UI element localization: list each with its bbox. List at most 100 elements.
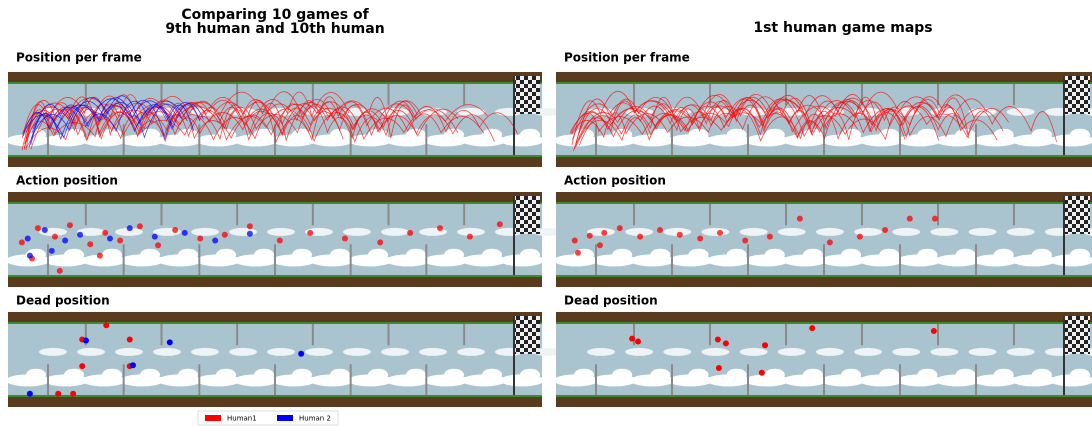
grass (556, 202, 1092, 204)
position-dot (635, 338, 641, 344)
finish-flag (1064, 76, 1090, 114)
cloud (229, 228, 257, 236)
cloud (406, 369, 426, 381)
position-dot (827, 239, 833, 245)
position-dot (42, 227, 48, 233)
legend-swatch (205, 415, 221, 421)
position-dot (377, 239, 383, 245)
cloud (701, 228, 729, 236)
position-dot (172, 227, 178, 233)
cloud (727, 369, 747, 381)
position-dot (437, 225, 443, 231)
position-dot (587, 233, 593, 239)
legend-label: Human1 (227, 415, 257, 423)
position-dot (882, 227, 888, 233)
cloud (1032, 369, 1052, 381)
cloud (1070, 129, 1090, 141)
cloud (520, 369, 540, 381)
position-dot (767, 234, 773, 240)
cloud (444, 129, 464, 141)
position-dot (617, 225, 623, 231)
cloud (140, 249, 160, 261)
position-dot (932, 216, 938, 222)
position-dot (83, 338, 89, 344)
cloud (892, 348, 920, 356)
cloud (650, 249, 670, 261)
cloud (64, 249, 84, 261)
cloud (1032, 129, 1052, 141)
game-map (554, 192, 1092, 287)
position-dot (467, 234, 473, 240)
cloud (482, 249, 502, 261)
cloud (740, 228, 768, 236)
figure: Comparing 10 games of9th human and 10th … (0, 0, 1092, 426)
panel-label: Position per frame (16, 51, 142, 65)
game-map (6, 192, 561, 287)
finish-flag (514, 316, 540, 354)
cloud (520, 249, 540, 261)
cloud (178, 249, 198, 261)
position-dot (152, 234, 158, 240)
position-dot (677, 232, 683, 238)
cloud (229, 348, 257, 356)
position-dot (27, 391, 33, 397)
position-dot (57, 268, 63, 274)
cloud (216, 249, 236, 261)
panel-label: Action position (564, 174, 666, 188)
cloud (343, 348, 371, 356)
cloud (482, 369, 502, 381)
cloud (77, 348, 105, 356)
position-dot (127, 225, 133, 231)
cloud (457, 348, 485, 356)
cloud (153, 348, 181, 356)
cloud (444, 249, 464, 261)
cloud (520, 129, 540, 141)
cloud (64, 369, 84, 381)
cloud (917, 369, 937, 381)
cloud (381, 228, 409, 236)
cloud (816, 228, 844, 236)
cloud (115, 348, 143, 356)
position-dot (247, 223, 253, 229)
position-dot (25, 236, 31, 242)
cloud (740, 348, 768, 356)
position-dot (77, 232, 83, 238)
grass (8, 275, 542, 277)
game-map (554, 72, 1092, 167)
cloud (892, 228, 920, 236)
position-dot (717, 230, 723, 236)
position-dot (723, 340, 729, 346)
cloud (778, 348, 806, 356)
cloud (841, 249, 861, 261)
cloud (140, 369, 160, 381)
position-dot (127, 337, 133, 343)
grass (556, 275, 1092, 277)
position-dot (657, 227, 663, 233)
position-dot (742, 237, 748, 243)
cloud (444, 369, 464, 381)
cloud (254, 249, 274, 261)
position-dot (697, 236, 703, 242)
position-dot (298, 351, 304, 357)
position-dot (62, 237, 68, 243)
cloud (343, 228, 371, 236)
panel-label: Action position (16, 174, 118, 188)
position-dot (107, 236, 113, 242)
game-map (6, 72, 561, 167)
position-dot (27, 253, 33, 259)
cloud (854, 348, 882, 356)
position-dot (497, 221, 503, 227)
cloud (765, 129, 785, 141)
position-dot (182, 230, 188, 236)
position-dot (247, 231, 253, 237)
position-dot (277, 237, 283, 243)
position-dot (629, 336, 635, 342)
cloud (612, 249, 632, 261)
cloud (994, 249, 1014, 261)
game-map (6, 312, 561, 407)
cloud (778, 228, 806, 236)
section-title: 1st human game maps (753, 20, 932, 36)
finish-flag (1064, 196, 1090, 234)
cloud (191, 228, 219, 236)
cloud (612, 369, 632, 381)
